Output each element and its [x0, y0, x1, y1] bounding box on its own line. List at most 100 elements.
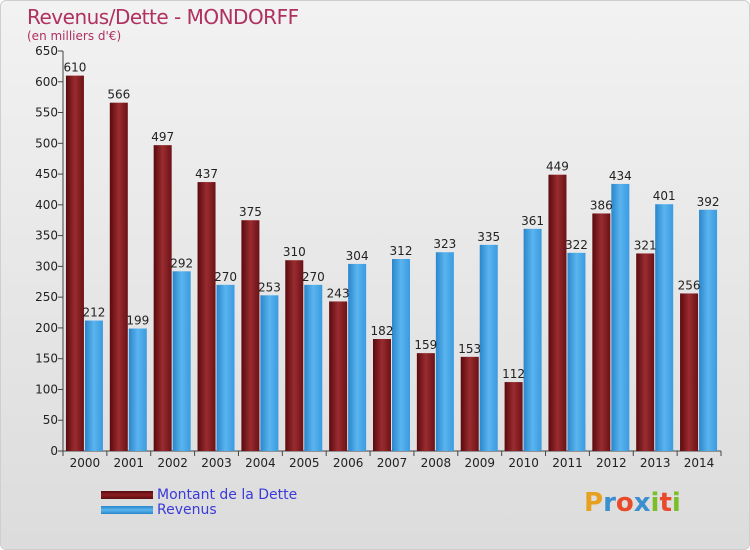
data-label-debt-2007: 182 [371, 324, 394, 338]
x-tick-label: 2010 [508, 456, 539, 470]
legend-item-debt: Montant de la Dette [101, 486, 298, 503]
bar-revenus-2001 [128, 328, 147, 451]
legend-label-debt: Montant de la Dette [157, 486, 298, 503]
legend-item-revenus: Revenus [101, 501, 297, 518]
data-label-revenus-2012: 434 [609, 169, 632, 183]
x-tick-label: 2008 [421, 456, 452, 470]
x-tick-label: 2005 [289, 456, 320, 470]
data-label-debt-2001: 566 [107, 88, 130, 102]
data-label-revenus-2013: 401 [653, 189, 676, 203]
data-label-revenus-2007: 312 [390, 244, 413, 258]
data-label-debt-2006: 243 [327, 286, 350, 300]
bar-revenus-2000 [84, 320, 103, 451]
data-label-revenus-2004: 253 [258, 280, 281, 294]
legend: Montant de la Dette Revenus [101, 486, 298, 518]
bar-debt-2006 [329, 301, 348, 451]
bar-revenus-2007 [392, 259, 410, 451]
logo-letter: t [659, 488, 672, 518]
bar-revenus-2009 [479, 244, 498, 451]
y-tick-label: 400 [35, 198, 58, 212]
data-label-revenus-2000: 212 [82, 306, 105, 320]
y-tick-label: 250 [35, 290, 58, 304]
data-label-revenus-2010: 361 [521, 214, 544, 228]
y-tick-label: 600 [35, 75, 58, 89]
x-tick-label: 2013 [640, 456, 671, 470]
y-tick-label: 150 [35, 352, 58, 366]
x-tick-label: 2007 [377, 456, 408, 470]
x-tick-label: 2012 [596, 456, 627, 470]
data-label-revenus-2001: 199 [126, 314, 149, 328]
bar-debt-2003 [197, 182, 216, 452]
y-tick-label: 350 [35, 229, 58, 243]
bar-debt-2005 [285, 260, 304, 451]
bar-debt-2000 [65, 75, 84, 451]
bar-revenus-2003 [216, 284, 235, 451]
y-tick-label: 200 [35, 321, 58, 335]
bar-debt-2002 [153, 145, 172, 451]
data-label-debt-2009: 153 [458, 342, 481, 356]
data-label-revenus-2008: 323 [433, 237, 456, 251]
bar-debt-2013 [636, 253, 655, 451]
bar-revenus-2013 [655, 204, 674, 451]
data-label-debt-2000: 610 [63, 61, 86, 75]
data-label-revenus-2002: 292 [170, 256, 193, 270]
bar-revenus-2005 [304, 284, 323, 451]
y-tick-label: 50 [43, 413, 58, 427]
logo-letter: i [671, 488, 681, 518]
y-tick-label: 650 [35, 44, 58, 58]
data-label-revenus-2011: 322 [565, 238, 588, 252]
y-tick-label: 450 [35, 167, 58, 181]
data-label-debt-2005: 310 [283, 245, 306, 259]
bar-revenus-2012 [611, 183, 630, 451]
data-label-revenus-2006: 304 [346, 249, 369, 263]
legend-label-revenus: Revenus [157, 501, 217, 518]
x-tick-label: 2006 [333, 456, 364, 470]
data-label-revenus-2003: 270 [214, 270, 237, 284]
bar-debt-2001 [109, 102, 128, 451]
labels-layer: 6102125661994972924372703752533102702433… [63, 61, 719, 381]
bar-revenus-2014 [699, 209, 718, 451]
logo-letter: i [650, 488, 660, 518]
bar-debt-2009 [460, 356, 479, 451]
x-tick-label: 2009 [464, 456, 495, 470]
data-label-debt-2012: 386 [590, 198, 613, 212]
data-label-debt-2003: 437 [195, 167, 218, 181]
bar-revenus-2004 [260, 295, 279, 451]
bars-layer [65, 75, 718, 452]
data-label-revenus-2014: 392 [697, 195, 720, 209]
bar-debt-2014 [680, 293, 699, 451]
x-tick-label: 2004 [245, 456, 276, 470]
proxiti-logo: Proxiti [584, 488, 681, 518]
logo-letter: x [633, 488, 651, 518]
bar-debt-2012 [592, 213, 611, 451]
legend-swatch-revenus [101, 505, 153, 514]
logo-letter: r [603, 488, 616, 518]
bar-debt-2010 [504, 382, 523, 451]
data-label-revenus-2005: 270 [302, 270, 325, 284]
x-tick-label: 2002 [157, 456, 188, 470]
legend-swatch-debt [101, 490, 153, 499]
x-tick-label: 2001 [114, 456, 145, 470]
y-tick-label: 300 [35, 259, 58, 273]
x-tick-label: 2000 [70, 456, 101, 470]
data-label-debt-2004: 375 [239, 205, 262, 219]
y-tick-label: 0 [50, 444, 58, 458]
bar-revenus-2011 [567, 252, 586, 451]
data-label-debt-2014: 256 [678, 278, 701, 292]
bar-debt-2004 [241, 220, 260, 451]
bar-revenus-2006 [348, 263, 367, 451]
bar-revenus-2010 [523, 228, 542, 451]
y-tick-label: 500 [35, 136, 58, 150]
chart-title: Revenus/Dette - MONDORFF [27, 5, 299, 29]
logo-letter: o [615, 488, 634, 518]
x-tick-label: 2014 [684, 456, 715, 470]
y-tick-label: 550 [35, 106, 58, 120]
data-label-debt-2008: 159 [414, 338, 437, 352]
data-label-debt-2002: 497 [151, 130, 174, 144]
data-label-debt-2013: 321 [634, 238, 657, 252]
data-label-revenus-2009: 335 [477, 230, 500, 244]
bar-revenus-2002 [172, 271, 191, 451]
x-tick-label: 2003 [201, 456, 232, 470]
